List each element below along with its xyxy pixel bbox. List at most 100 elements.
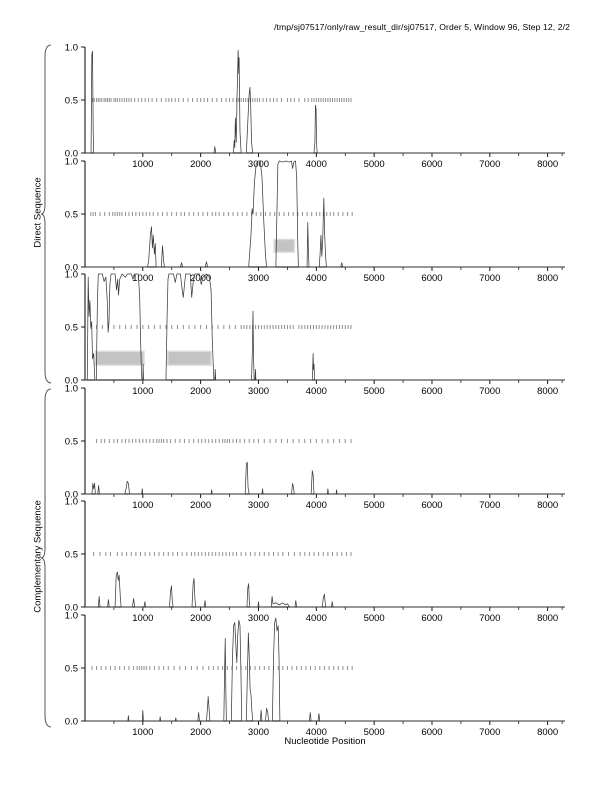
axes bbox=[81, 273, 565, 384]
y-tick-label: 0.0 bbox=[65, 716, 78, 727]
x-tick-label: 2000 bbox=[190, 500, 211, 511]
x-tick-label: 8000 bbox=[537, 613, 558, 624]
y-tick-label: 1.0 bbox=[65, 610, 78, 621]
y-tick-label: 0.0 bbox=[65, 603, 78, 614]
axes bbox=[81, 614, 565, 725]
x-tick-label: 2000 bbox=[190, 727, 211, 738]
y-tick-label: 0.5 bbox=[65, 550, 78, 561]
x-tick-label: 4000 bbox=[306, 386, 327, 397]
x-tick-label: 6000 bbox=[421, 727, 442, 738]
x-tick-label: 7000 bbox=[479, 500, 500, 511]
tick-labels: 1000 2000 3000 4000 5000 6000 7000 8000 0.0 0.5 1.… bbox=[65, 270, 558, 398]
y-tick-label: 0.0 bbox=[65, 376, 78, 387]
y-tick-label: 1.0 bbox=[65, 497, 78, 508]
probability-curve bbox=[85, 160, 565, 267]
tick-labels: 1000 2000 3000 4000 5000 6000 7000 8000 0.0 0.5 1.… bbox=[65, 497, 558, 625]
x-tick-label: 5000 bbox=[364, 159, 385, 170]
y-tick-label: 1.0 bbox=[65, 270, 78, 281]
x-tick-label: 6000 bbox=[421, 159, 442, 170]
x-tick-label: 6000 bbox=[421, 613, 442, 624]
codon-markers bbox=[91, 665, 353, 670]
y-tick-label: 0.5 bbox=[65, 209, 78, 220]
x-tick-label: 8000 bbox=[537, 159, 558, 170]
probability-curve bbox=[85, 617, 565, 721]
x-tick-label: 7000 bbox=[479, 613, 500, 624]
codon-markers bbox=[90, 325, 352, 329]
codon-markers bbox=[93, 552, 352, 556]
codon-markers bbox=[90, 211, 353, 216]
y-tick-label: 0.0 bbox=[65, 489, 78, 500]
x-tick-label: 6000 bbox=[421, 386, 442, 397]
complementary-sequence-label: Complementary Sequence bbox=[32, 500, 44, 613]
x-tick-label: 2000 bbox=[190, 273, 211, 284]
x-axis-label: Nucleotide Position bbox=[284, 736, 366, 747]
x-tick-label: 5000 bbox=[364, 273, 385, 284]
x-tick-label: 8000 bbox=[537, 386, 558, 397]
complementary-group-brace bbox=[40, 388, 52, 728]
probability-curve bbox=[85, 273, 565, 381]
x-tick-label: 8000 bbox=[537, 727, 558, 738]
probability-curve bbox=[85, 461, 565, 494]
y-tick-label: 1.0 bbox=[65, 383, 78, 394]
x-tick-label: 1000 bbox=[132, 500, 153, 511]
x-tick-label: 4000 bbox=[306, 613, 327, 624]
x-tick-label: 5000 bbox=[364, 727, 385, 738]
probability-curve bbox=[85, 571, 565, 608]
x-tick-label: 4000 bbox=[306, 273, 327, 284]
x-tick-label: 6000 bbox=[421, 500, 442, 511]
x-tick-label: 3000 bbox=[248, 500, 269, 511]
x-tick-label: 2000 bbox=[190, 386, 211, 397]
x-tick-label: 3000 bbox=[248, 273, 269, 284]
x-tick-label: 3000 bbox=[248, 386, 269, 397]
x-tick-label: 5000 bbox=[364, 500, 385, 511]
group-braces bbox=[40, 44, 52, 728]
panel-chart-complementary-frame-2: 1000 2000 3000 4000 5000 6000 7000 8000 0.0 0.5 1.… bbox=[65, 497, 565, 625]
y-tick-label: 0.0 bbox=[65, 262, 78, 273]
x-tick-label: 4000 bbox=[306, 727, 327, 738]
panel-chart-complementary-frame-1: 1000 2000 3000 4000 5000 6000 7000 8000 0.0 0.5 1.… bbox=[65, 383, 565, 511]
gene-boxes bbox=[273, 238, 296, 253]
y-tick-label: 0.5 bbox=[65, 96, 78, 107]
panel-chart-direct-frame-2: 1000 2000 3000 4000 5000 6000 7000 8000 0.0 0.5 1.… bbox=[65, 156, 565, 284]
y-tick-label: 1.0 bbox=[65, 43, 78, 54]
panel-chart-complementary-frame-3: 1000 2000 3000 4000 5000 6000 7000 8000 0.0 0.5 1.… bbox=[65, 610, 565, 738]
x-tick-label: 5000 bbox=[364, 386, 385, 397]
y-tick-label: 0.0 bbox=[65, 149, 78, 160]
codon-markers bbox=[92, 98, 352, 102]
x-tick-label: 7000 bbox=[479, 159, 500, 170]
x-tick-label: 2000 bbox=[190, 159, 211, 170]
x-tick-label: 7000 bbox=[479, 727, 500, 738]
panel-chart-direct-frame-3: 1000 2000 3000 4000 5000 6000 7000 8000 0.0 0.5 1.… bbox=[65, 270, 565, 398]
tick-labels: 1000 2000 3000 4000 5000 6000 7000 8000 0.0 0.5 1.… bbox=[65, 383, 558, 511]
tick-labels: 1000 2000 3000 4000 5000 6000 7000 8000 0.0 0.5 1.… bbox=[65, 156, 558, 284]
codon-markers bbox=[96, 438, 352, 443]
x-tick-label: 1000 bbox=[132, 273, 153, 284]
x-tick-label: 4000 bbox=[306, 159, 327, 170]
y-tick-label: 0.5 bbox=[65, 436, 78, 447]
panel-chart-direct-frame-1: 1000 2000 3000 4000 5000 6000 7000 8000 0.0 0.5 1.… bbox=[65, 43, 565, 171]
x-tick-label: 1000 bbox=[132, 613, 153, 624]
probability-curve bbox=[85, 49, 565, 154]
x-tick-label: 1000 bbox=[132, 727, 153, 738]
x-tick-label: 1000 bbox=[132, 159, 153, 170]
direct-group-brace bbox=[40, 44, 52, 384]
y-tick-label: 0.5 bbox=[65, 663, 78, 674]
x-tick-label: 8000 bbox=[537, 500, 558, 511]
x-tick-label: 8000 bbox=[537, 273, 558, 284]
x-tick-label: 2000 bbox=[190, 613, 211, 624]
x-tick-label: 7000 bbox=[479, 386, 500, 397]
x-tick-label: 5000 bbox=[364, 613, 385, 624]
tick-labels: 1000 2000 3000 4000 5000 6000 7000 8000 0.0 0.5 1.… bbox=[65, 610, 558, 738]
x-tick-label: 7000 bbox=[479, 273, 500, 284]
tick-labels: 1000 2000 3000 4000 5000 6000 7000 8000 0.0 0.5 1.… bbox=[65, 43, 558, 171]
x-tick-label: 6000 bbox=[421, 273, 442, 284]
x-tick-label: 1000 bbox=[132, 386, 153, 397]
gene-boxes bbox=[94, 350, 212, 366]
x-tick-label: 3000 bbox=[248, 159, 269, 170]
y-tick-label: 0.5 bbox=[65, 323, 78, 334]
plot-title: /tmp/sj07517/only/raw_result_dir/sj07517… bbox=[274, 22, 570, 32]
x-tick-label: 4000 bbox=[306, 500, 327, 511]
direct-sequence-label: Direct Sequence bbox=[32, 177, 44, 248]
x-tick-label: 3000 bbox=[248, 727, 269, 738]
